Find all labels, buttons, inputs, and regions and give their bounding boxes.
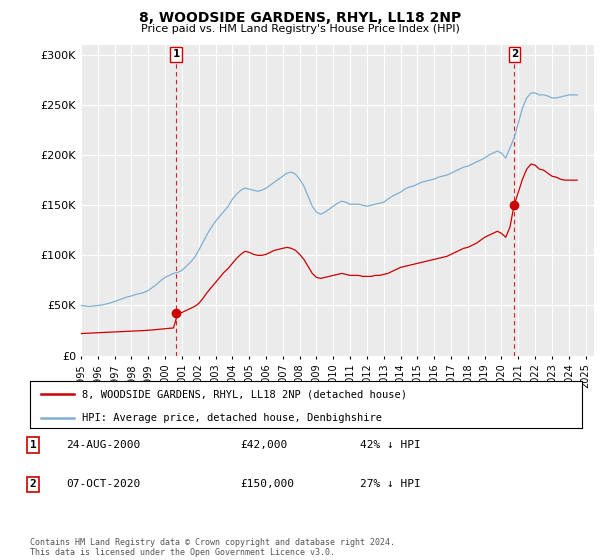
Text: 8, WOODSIDE GARDENS, RHYL, LL18 2NP (detached house): 8, WOODSIDE GARDENS, RHYL, LL18 2NP (det… — [82, 389, 407, 399]
Text: 2: 2 — [511, 49, 518, 59]
Text: 2: 2 — [29, 479, 37, 489]
Text: Price paid vs. HM Land Registry's House Price Index (HPI): Price paid vs. HM Land Registry's House … — [140, 24, 460, 34]
Text: 1: 1 — [29, 440, 37, 450]
Text: £42,000: £42,000 — [240, 440, 287, 450]
Text: 07-OCT-2020: 07-OCT-2020 — [66, 479, 140, 489]
Text: 24-AUG-2000: 24-AUG-2000 — [66, 440, 140, 450]
Text: 27% ↓ HPI: 27% ↓ HPI — [360, 479, 421, 489]
Text: 1: 1 — [172, 49, 179, 59]
Text: Contains HM Land Registry data © Crown copyright and database right 2024.
This d: Contains HM Land Registry data © Crown c… — [30, 538, 395, 557]
Text: HPI: Average price, detached house, Denbighshire: HPI: Average price, detached house, Denb… — [82, 413, 382, 423]
Text: 42% ↓ HPI: 42% ↓ HPI — [360, 440, 421, 450]
Text: 8, WOODSIDE GARDENS, RHYL, LL18 2NP: 8, WOODSIDE GARDENS, RHYL, LL18 2NP — [139, 11, 461, 25]
Text: £150,000: £150,000 — [240, 479, 294, 489]
